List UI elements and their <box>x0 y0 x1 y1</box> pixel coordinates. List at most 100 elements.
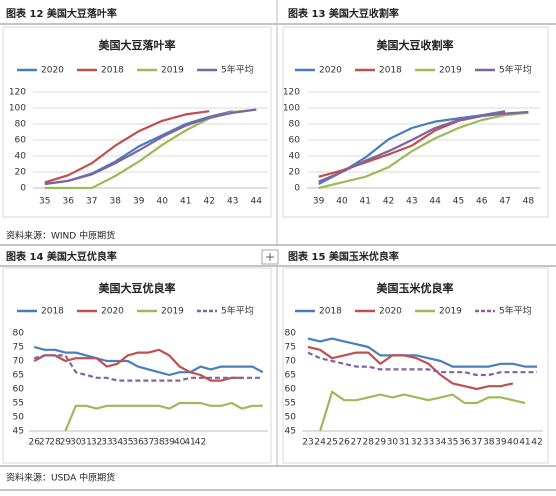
x-tick-label: 36 <box>63 197 75 207</box>
chart-frame <box>2 267 272 464</box>
x-tick-label: 27 <box>350 438 361 448</box>
chart-frame <box>2 26 272 218</box>
x-tick-label: 37 <box>86 197 97 207</box>
chart-title: 美国玉米优良率 <box>377 281 454 295</box>
chart-frame <box>282 267 549 464</box>
legend-label: 5年平均 <box>499 64 532 76</box>
x-tick-label: 36 <box>132 438 144 448</box>
y-tick-label: 60 <box>285 385 297 395</box>
y-tick-label: 60 <box>289 136 301 146</box>
legend-label: 2020 <box>379 307 402 317</box>
series-line <box>44 108 257 190</box>
x-tick-label: 25 <box>326 438 337 448</box>
y-tick-label: 75 <box>285 343 296 353</box>
y-tick-label: 45 <box>285 427 296 437</box>
y-tick-label: 75 <box>13 343 24 353</box>
y-tick-label: 50 <box>285 413 297 423</box>
source: 资料来源：USDA 中原期货 <box>6 472 115 484</box>
x-tick-label: 29 <box>375 438 387 448</box>
y-tick-label: 50 <box>13 413 25 423</box>
x-tick-label: 30 <box>387 438 399 448</box>
y-tick-label: 120 <box>283 88 300 98</box>
y-tick-label: 20 <box>15 168 27 178</box>
x-tick-label: 38 <box>153 438 165 448</box>
x-tick-label: 28 <box>363 438 375 448</box>
y-tick-label: 100 <box>283 104 300 114</box>
x-tick-label: 35 <box>447 438 458 448</box>
series-line <box>44 108 257 186</box>
legend-label: 2018 <box>101 66 124 76</box>
series-line <box>318 110 529 183</box>
x-tick-label: 31 <box>80 438 91 448</box>
legend-label: 5年平均 <box>499 305 532 317</box>
x-tick-label: 44 <box>251 197 263 207</box>
x-tick-label: 41 <box>184 438 195 448</box>
x-tick-label: 42 <box>204 197 215 207</box>
y-tick-label: 80 <box>15 120 27 130</box>
x-tick-label: 37 <box>143 438 154 448</box>
series-line <box>318 111 529 190</box>
y-tick-label: 0 <box>20 184 26 194</box>
x-tick-label: 34 <box>435 438 447 448</box>
series-line <box>44 110 210 184</box>
y-tick-label: 65 <box>285 371 296 381</box>
legend-label: 2019 <box>161 307 184 317</box>
x-tick-label: 39 <box>164 438 176 448</box>
x-tick-label: 34 <box>112 438 124 448</box>
x-tick-label: 33 <box>101 438 112 448</box>
chart-title: 美国大豆收割率 <box>377 38 454 52</box>
x-tick-label: 44 <box>429 197 441 207</box>
legend-label: 2018 <box>379 66 402 76</box>
y-tick-label: 40 <box>289 152 301 162</box>
x-tick-label: 39 <box>313 197 325 207</box>
series-line <box>319 390 526 432</box>
legend-label: 2018 <box>41 307 64 317</box>
x-tick-label: 40 <box>507 438 519 448</box>
legend-label: 2020 <box>101 307 124 317</box>
y-tick-label: 80 <box>289 120 301 130</box>
x-tick-label: 28 <box>49 438 61 448</box>
legend-label: 5年平均 <box>221 305 254 317</box>
x-tick-label: 23 <box>302 438 313 448</box>
y-tick-label: 65 <box>13 371 24 381</box>
caption: 图表 15 美国玉米优良率 <box>288 250 399 263</box>
chart-title: 美国大豆优良率 <box>99 281 176 295</box>
x-tick-label: 41 <box>180 197 191 207</box>
legend-label: 2019 <box>439 66 462 76</box>
y-tick-label: 20 <box>289 168 301 178</box>
x-tick-label: 43 <box>406 197 417 207</box>
series-line <box>33 345 264 377</box>
x-tick-label: 26 <box>28 438 40 448</box>
x-tick-label: 38 <box>110 197 122 207</box>
source: 资料来源：WIND 中原期货 <box>6 230 115 242</box>
legend-label: 2019 <box>439 307 462 317</box>
series-line <box>33 354 263 382</box>
x-tick-label: 40 <box>157 197 169 207</box>
x-tick-label: 38 <box>483 438 495 448</box>
x-tick-label: 29 <box>60 438 72 448</box>
x-tick-label: 35 <box>39 197 50 207</box>
y-tick-label: 80 <box>285 329 297 339</box>
x-tick-label: 24 <box>314 438 326 448</box>
x-tick-label: 42 <box>531 438 542 448</box>
x-tick-label: 46 <box>476 197 488 207</box>
caption: 图表 12 美国大豆落叶率 <box>6 7 117 20</box>
x-tick-label: 35 <box>122 438 133 448</box>
y-tick-label: 100 <box>9 104 26 114</box>
legend-label: 2019 <box>161 66 184 76</box>
x-tick-label: 43 <box>227 197 238 207</box>
x-tick-label: 47 <box>499 197 510 207</box>
series-line <box>33 348 242 382</box>
x-tick-label: 33 <box>423 438 434 448</box>
legend-label: 2018 <box>319 307 342 317</box>
x-tick-label: 41 <box>519 438 530 448</box>
legend-label: 5年平均 <box>221 64 254 76</box>
y-tick-label: 70 <box>285 357 297 367</box>
x-tick-label: 45 <box>453 197 464 207</box>
y-tick-label: 55 <box>285 399 296 409</box>
x-tick-label: 31 <box>399 438 410 448</box>
series-line <box>307 337 537 368</box>
x-tick-label: 30 <box>70 438 82 448</box>
